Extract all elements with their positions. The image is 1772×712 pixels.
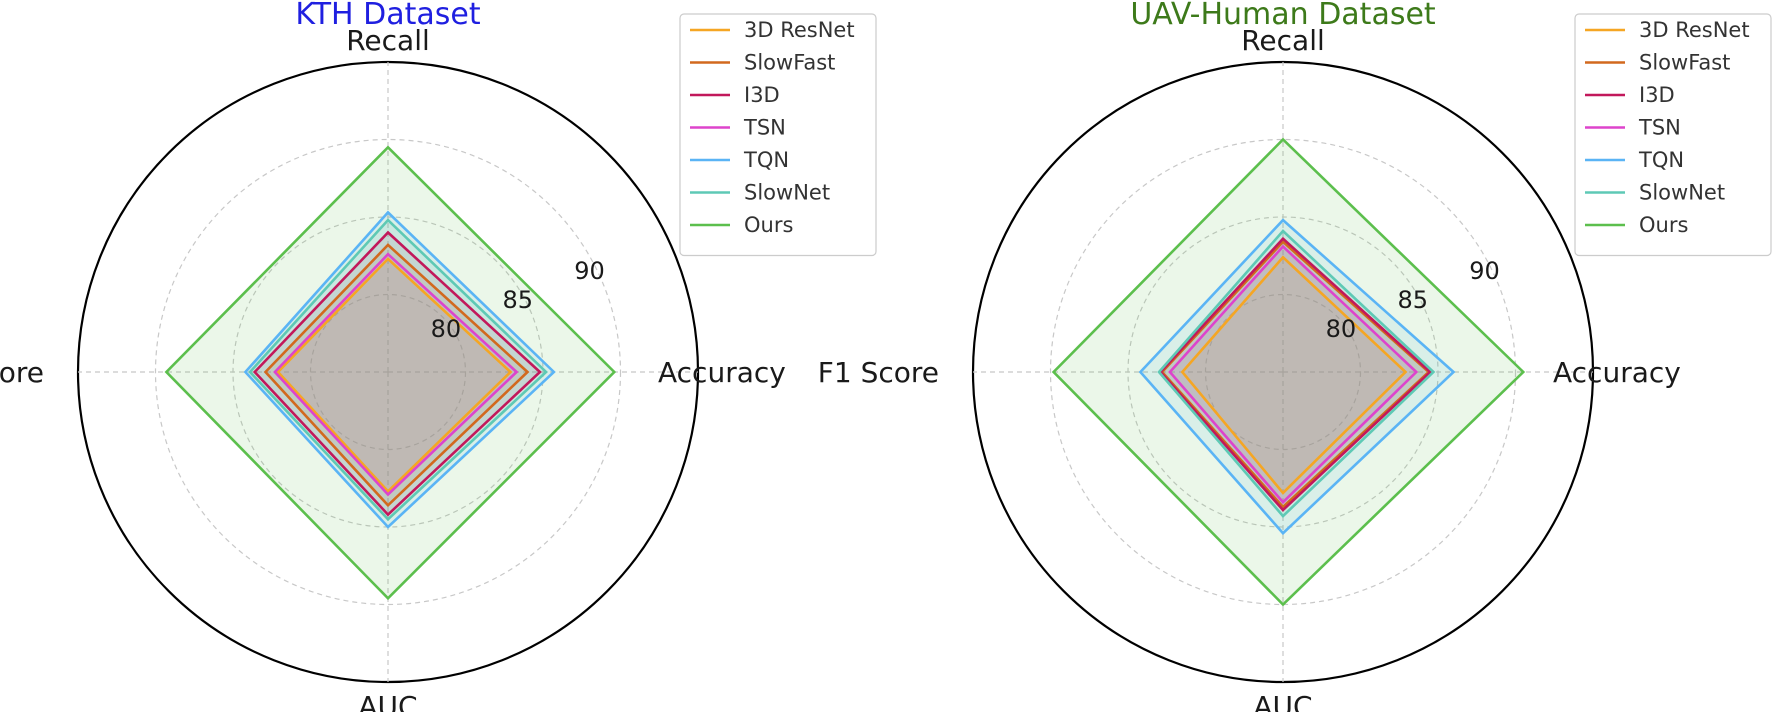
radar-panel-1: 80 85 90 Accuracy Recall F1 Score AUC UAV-Human… [818, 0, 1772, 712]
series-line-tqn [1138, 218, 1456, 536]
legend-label-i3d: I3D [1639, 83, 1675, 107]
legend: 3D ResNet SlowFast I3D TSN TQN SlowNet Ours [679, 13, 877, 257]
series-fill-ours [1053, 139, 1524, 605]
series-line-tqn [243, 210, 556, 529]
chart-title: KTH Dataset [295, 0, 480, 32]
radial-tick-label-90: 90 [1469, 257, 1500, 285]
legend-label-tsn: TSN [1638, 116, 1681, 140]
axis-label-f1-score: F1 Score [818, 356, 939, 389]
axis-label-recall: Recall [1241, 24, 1325, 57]
legend-label-tsn: TSN [743, 116, 786, 140]
series-fill-tqn [1140, 220, 1454, 534]
axis-label-recall: Recall [346, 24, 430, 57]
legend-label-3d-resnet: 3D ResNet [744, 18, 855, 42]
axis-label-accuracy: Accuracy [1553, 356, 1681, 389]
radar-panel-0: 80 85 90 Accuracy Recall F1 Score AUC KTH Datas… [0, 0, 877, 712]
legend-label-slowfast: SlowFast [1639, 51, 1730, 75]
series-line-3d-resnet [276, 257, 513, 494]
series-line-slowfast [263, 243, 530, 508]
legend-label-slowfast: SlowFast [744, 51, 835, 75]
radial-tick-label-90: 90 [574, 257, 605, 285]
radial-tick-label-85: 85 [1397, 286, 1428, 314]
legend-label-slownet: SlowNet [744, 181, 830, 205]
series-line-slownet [248, 218, 548, 522]
legend-label-ours: Ours [744, 213, 793, 237]
series-line-i3d [252, 230, 542, 517]
grid-circle-90 [1049, 138, 1517, 606]
axis-label-accuracy: Accuracy [658, 356, 786, 389]
series-line-tsn [273, 252, 519, 497]
axis-label-auc: AUC [1253, 690, 1312, 712]
legend-label-tqn: TQN [743, 148, 789, 172]
series-fill-i3d [254, 232, 540, 515]
legend-label-3d-resnet: 3D ResNet [1639, 18, 1750, 42]
axis-label-auc: AUC [358, 690, 417, 712]
axis-label-f1-score: F1 Score [0, 356, 44, 389]
legend: 3D ResNet SlowFast I3D TSN TQN SlowNet Ours [1574, 13, 1772, 257]
legend-label-tqn: TQN [1638, 148, 1684, 172]
radial-tick-label-80: 80 [431, 315, 462, 343]
series-line-slownet [1157, 229, 1436, 518]
legend-label-ours: Ours [1639, 213, 1688, 237]
chart-title: UAV-Human Dataset [1130, 0, 1436, 32]
legend-box [679, 13, 877, 257]
series-fill-3d-resnet [1182, 257, 1406, 493]
radial-tick-label-80: 80 [1326, 315, 1357, 343]
series-fill-tsn [1169, 246, 1417, 503]
series-line-ours [1051, 137, 1526, 607]
series-line-3d-resnet [1180, 255, 1408, 495]
legend-label-i3d: I3D [744, 83, 780, 107]
grid-circle-80 [309, 293, 467, 451]
grid-circle-80 [1204, 293, 1362, 451]
legend-box [1574, 13, 1772, 257]
series-line-tsn [1168, 244, 1419, 505]
legend-label-slownet: SlowNet [1639, 181, 1725, 205]
grid-circle-90 [154, 138, 622, 606]
series-line-ours [164, 145, 617, 601]
series-fill-slowfast [265, 244, 528, 506]
radial-tick-label-85: 85 [502, 286, 533, 314]
